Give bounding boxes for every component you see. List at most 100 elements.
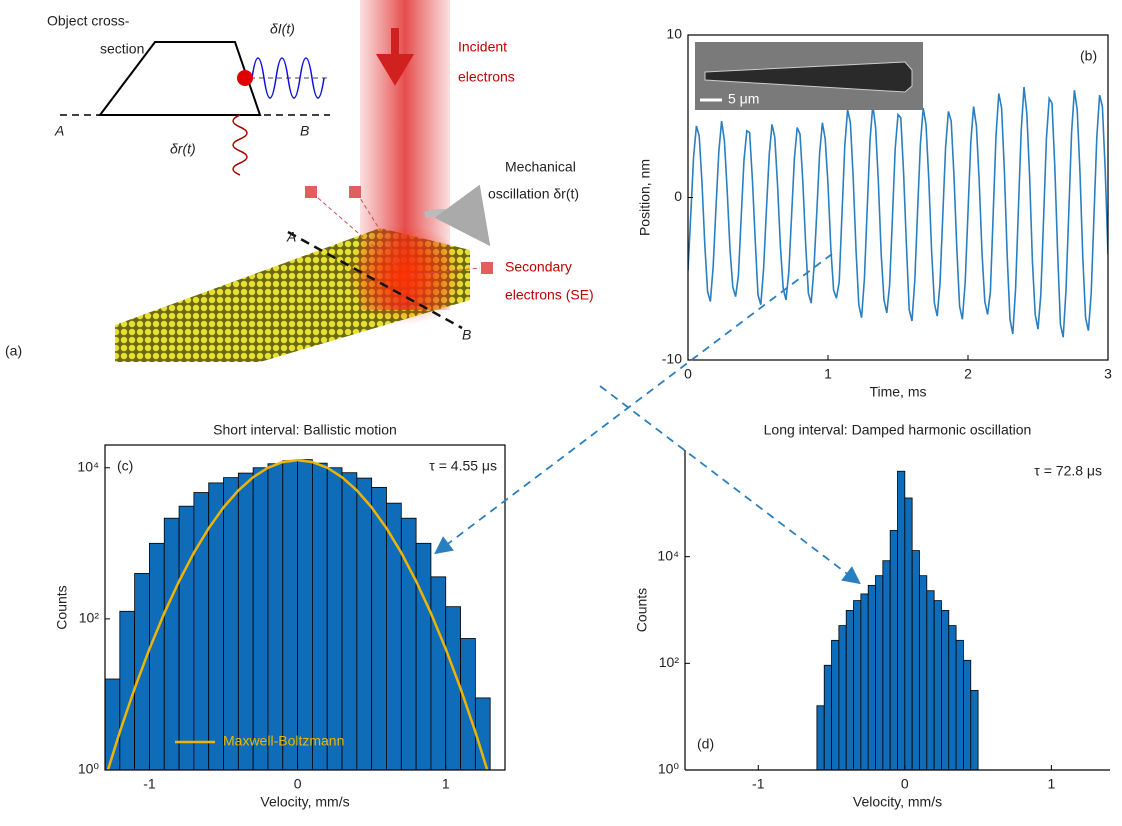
y-axis-label: Counts	[54, 585, 70, 629]
beam-label: Incident	[458, 39, 507, 55]
fit-line	[106, 458, 489, 770]
x-tick-label: 0	[294, 776, 302, 792]
bar	[356, 477, 373, 770]
se-label: electrons (SE)	[505, 287, 594, 303]
displacement-wave	[232, 114, 248, 176]
se-path	[317, 197, 481, 276]
bar	[163, 517, 180, 770]
cross-section-label: section	[100, 41, 144, 57]
y-tick-label: 10⁰	[658, 761, 680, 777]
beam-arrow	[375, 28, 415, 86]
point-label: A	[54, 123, 64, 139]
beam-label: electrons	[458, 69, 515, 85]
se-label: Secondary	[505, 259, 572, 275]
bar	[933, 600, 942, 770]
y-tick-label: -10	[662, 351, 682, 367]
x-tick-label: 2	[964, 366, 972, 382]
panel-a: Object cross- section δI(t) δr(t) A B In…	[5, 0, 594, 362]
x-tick-label: -1	[752, 776, 765, 792]
secondary-electron	[349, 186, 361, 198]
point-label: B	[462, 327, 471, 343]
x-tick-label: 0	[684, 366, 692, 382]
bar	[897, 470, 906, 770]
bar	[919, 575, 928, 770]
bar	[838, 625, 847, 770]
y-tick-label: 10²	[79, 610, 100, 626]
bar	[882, 560, 891, 770]
y-tick-label: 0	[674, 188, 682, 204]
beam-spot	[237, 70, 253, 86]
plot-area	[816, 470, 979, 770]
bar	[948, 625, 957, 770]
panel-label: (d)	[697, 736, 714, 752]
bar	[460, 638, 476, 770]
secondary-electron	[305, 186, 317, 198]
panel-label: (a)	[5, 343, 22, 359]
bar	[326, 467, 343, 770]
series-line	[688, 86, 1108, 338]
bar	[867, 584, 876, 770]
panel-label: (b)	[1080, 48, 1097, 64]
bar	[178, 505, 195, 770]
bar	[237, 472, 254, 770]
bar	[297, 459, 313, 770]
bar	[312, 462, 328, 770]
chart-title: Long interval: Damped harmonic oscillati…	[764, 422, 1032, 438]
plot-area	[105, 458, 491, 770]
link-arrow	[434, 253, 833, 555]
bar	[831, 639, 840, 770]
bar	[415, 542, 432, 770]
oscillation-label: oscillation δr(t)	[488, 186, 579, 202]
displacement-label: δr(t)	[170, 141, 196, 157]
bar	[282, 460, 298, 770]
bar	[430, 576, 447, 770]
bar	[911, 550, 920, 770]
y-axis-label: Position, nm	[637, 159, 653, 236]
legend-label: Maxwell-Boltzmann	[223, 733, 344, 749]
bar	[341, 472, 358, 770]
panel-label: (c)	[117, 458, 133, 474]
x-tick-label: 1	[442, 776, 450, 792]
section-line	[287, 230, 463, 330]
bar	[823, 664, 832, 770]
link-arrow	[599, 385, 861, 585]
bar	[889, 530, 898, 770]
point-label: A	[286, 229, 296, 245]
bar	[904, 497, 913, 770]
bar	[386, 502, 402, 770]
y-tick-label: 10⁰	[78, 761, 100, 777]
current-label: δI(t)	[270, 21, 295, 37]
bar	[860, 593, 869, 770]
x-axis-label: Velocity, mm/s	[853, 794, 942, 810]
bar	[970, 690, 979, 770]
bar	[963, 659, 972, 770]
bar	[941, 610, 950, 770]
oscillation-label: Mechanical	[505, 159, 576, 175]
x-tick-label: 1	[824, 366, 832, 382]
secondary-electron	[481, 262, 493, 274]
point-label: B	[300, 123, 309, 139]
oscillation-arrow	[424, 184, 491, 247]
x-axis-label: Velocity, mm/s	[260, 794, 349, 810]
y-tick-label: 10²	[659, 654, 680, 670]
x-tick-label: 3	[1104, 366, 1112, 382]
axes-frame	[104, 444, 506, 771]
bar	[853, 600, 862, 770]
y-tick-label: 10⁴	[657, 547, 679, 563]
scale-label: 5 μm	[728, 91, 759, 107]
bar	[371, 486, 387, 770]
bar	[845, 610, 854, 770]
beam-glow	[345, 225, 465, 325]
cross-section-label: Object cross-	[47, 13, 130, 29]
y-tick-label: 10	[666, 26, 682, 42]
bar	[816, 705, 825, 770]
cross-section	[97, 41, 262, 116]
bar	[445, 606, 461, 770]
bar	[119, 610, 136, 770]
bar	[267, 463, 284, 770]
annotation: τ = 72.8 μs	[1034, 463, 1102, 479]
bar	[223, 477, 239, 770]
bar	[926, 590, 935, 770]
y-axis-label: Counts	[634, 588, 650, 632]
